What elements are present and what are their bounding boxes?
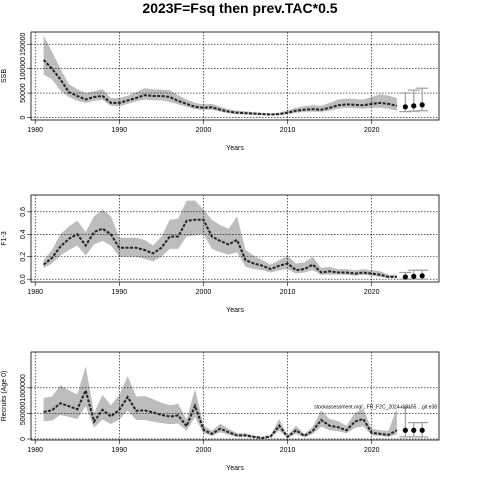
chart-annotation: stockassessment.org/...FR_F2C_2024 r1815… — [314, 404, 437, 410]
x-tick-label: 1990 — [112, 127, 128, 134]
y-axis-label: F1-3 — [1, 231, 8, 246]
x-tick-label: 1980 — [27, 289, 43, 296]
x-axis-label: Years — [226, 465, 244, 472]
estimate-line — [43, 387, 398, 440]
confidence-band — [43, 35, 397, 116]
projection-point — [419, 427, 425, 433]
x-tick-label: 1980 — [27, 127, 43, 134]
projection-point — [411, 273, 417, 279]
y-axis-label: Recruits (Age 0) — [1, 371, 8, 422]
y-tick-label: 0 — [20, 437, 27, 441]
confidence-band — [43, 366, 397, 439]
y-tick-label: 1000000 — [20, 374, 27, 401]
chart-ssb: 1980 1990 2000 2010 2020 0 50000 100000 150000 Ye… — [1, 31, 440, 152]
figure-title: 2023F=Fsq then prev.TAC*0.5 — [142, 0, 337, 16]
x-tick-label: 1980 — [27, 447, 43, 454]
y-tick-label: 500000 — [20, 402, 27, 425]
x-tick-label: 2010 — [280, 289, 296, 296]
x-tick-label: 2000 — [196, 289, 212, 296]
x-tick-label: 2000 — [196, 447, 212, 454]
chart-fbar: 1980 1990 2000 2010 2020 0.0 0.2 0.4 0.6 Years F1-… — [1, 194, 440, 314]
x-tick-label: 2010 — [280, 447, 296, 454]
y-tick-label: 0.2 — [20, 252, 27, 262]
x-tick-label: 2010 — [280, 127, 296, 134]
plot-frame — [30, 194, 440, 283]
y-tick-label: 0 — [20, 116, 27, 120]
x-axis-label: Years — [226, 145, 244, 152]
estimate-line — [42, 59, 398, 116]
y-tick-label: 0.4 — [20, 229, 27, 239]
projection-point — [411, 427, 417, 433]
x-tick-label: 2020 — [364, 127, 380, 134]
plot-frame — [30, 351, 440, 441]
plot-frame — [30, 31, 440, 121]
y-tick-label: 0.6 — [20, 207, 27, 217]
confidence-band — [43, 200, 397, 279]
x-tick-label: 2020 — [364, 447, 380, 454]
y-tick-label: 150000 — [20, 32, 27, 55]
projection-point — [411, 103, 417, 109]
y-tick-label: 50000 — [20, 83, 27, 103]
estimate-line — [42, 218, 397, 278]
projection-point — [402, 104, 408, 110]
y-axis-label: SSB — [1, 69, 8, 83]
y-tick-label: 100000 — [20, 57, 27, 80]
projection-point — [402, 427, 408, 433]
x-tick-label: 2020 — [364, 289, 380, 296]
y-tick-label: 0.0 — [20, 274, 27, 284]
projection-point — [402, 274, 408, 280]
x-tick-label: 1990 — [112, 447, 128, 454]
projection-point — [419, 102, 425, 108]
x-axis-label: Years — [226, 307, 244, 314]
projection-point — [419, 273, 425, 279]
x-tick-label: 1990 — [112, 289, 128, 296]
x-tick-label: 2000 — [196, 127, 212, 134]
